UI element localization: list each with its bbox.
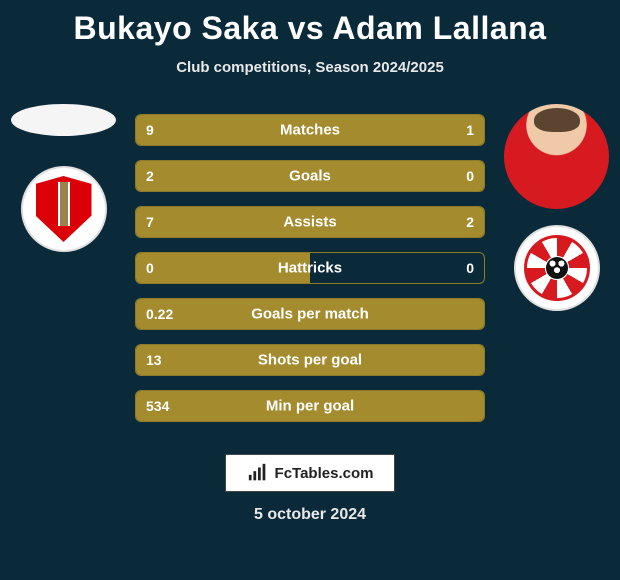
stat-row: 9 1 Matches: [135, 114, 485, 146]
stat-label: Hattricks: [278, 260, 342, 277]
chart-icon: [247, 462, 269, 484]
stat-value-left: 534: [146, 398, 169, 414]
stat-value-right: 0: [466, 168, 474, 184]
stat-label: Shots per goal: [258, 352, 362, 369]
left-player-photo: [11, 104, 116, 136]
right-player-photo: [504, 104, 609, 209]
brand-logo: FcTables.com: [225, 454, 395, 492]
stat-fill-left: [136, 207, 407, 237]
stat-value-left: 9: [146, 122, 154, 138]
stat-row: 534 Min per goal: [135, 390, 485, 422]
brand-text: FcTables.com: [275, 465, 374, 482]
stat-value-left: 13: [146, 352, 162, 368]
stat-value-left: 0.22: [146, 306, 173, 322]
stat-value-right: 1: [466, 122, 474, 138]
comparison-content: 9 1 Matches 2 0 Goals 7 2 Assists 0 0 Hattricks 0.22…: [0, 104, 620, 444]
stat-row: 2 0 Goals: [135, 160, 485, 192]
stat-label: Min per goal: [266, 398, 354, 415]
comparison-date: 5 october 2024: [0, 506, 620, 524]
stat-row: 0.22 Goals per match: [135, 298, 485, 330]
stat-value-left: 2: [146, 168, 154, 184]
stat-bars: 9 1 Matches 2 0 Goals 7 2 Assists 0 0 Hattricks 0.22…: [135, 114, 485, 436]
stat-label: Goals per match: [251, 306, 369, 323]
stat-row: 7 2 Assists: [135, 206, 485, 238]
left-club-badge: [21, 166, 107, 252]
right-player-column: [499, 104, 614, 311]
stat-label: Matches: [280, 122, 340, 139]
stat-row: 0 0 Hattricks: [135, 252, 485, 284]
left-player-column: [6, 104, 121, 252]
right-club-badge: [514, 225, 600, 311]
stat-row: 13 Shots per goal: [135, 344, 485, 376]
stat-label: Goals: [289, 168, 331, 185]
comparison-subtitle: Club competitions, Season 2024/2025: [0, 59, 620, 76]
stat-value-left: 7: [146, 214, 154, 230]
stat-value-right: 0: [466, 260, 474, 276]
stat-value-right: 2: [466, 214, 474, 230]
stat-label: Assists: [283, 214, 336, 231]
comparison-title: Bukayo Saka vs Adam Lallana: [0, 0, 620, 47]
stat-value-left: 0: [146, 260, 154, 276]
